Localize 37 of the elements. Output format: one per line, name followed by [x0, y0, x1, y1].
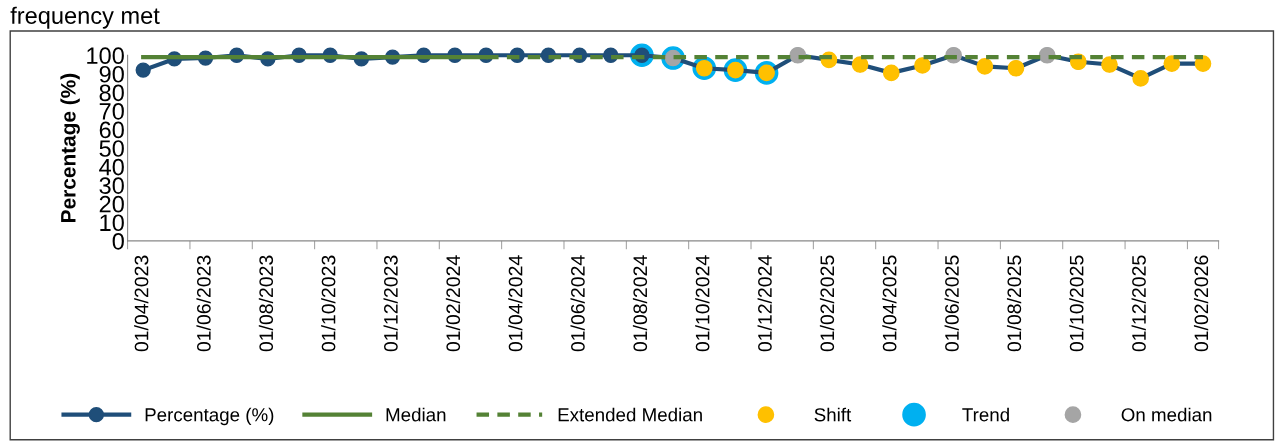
- y-tick-label: 30: [99, 177, 124, 194]
- legend-label: On median: [1121, 407, 1212, 422]
- y-tick-label: 60: [99, 121, 124, 139]
- y-tick-label: 50: [99, 140, 124, 157]
- legend-label: Median: [386, 407, 446, 422]
- y-tick-label: 90: [99, 65, 124, 83]
- x-tick-label: 01/04/2024: [508, 255, 523, 352]
- x-tick-label: 01/04/2023: [134, 255, 149, 352]
- legend-label: Shift: [814, 407, 852, 422]
- x-tick-label: 01/06/2025: [944, 255, 959, 352]
- x-tick-label: 01/08/2024: [632, 255, 648, 352]
- y-tick-label: 70: [99, 103, 124, 120]
- chart-title: frequency met: [10, 6, 160, 29]
- y-axis-title: Percentage (%): [60, 73, 80, 222]
- legend-label: Percentage (%): [145, 407, 274, 426]
- y-tick-label: 0: [112, 232, 124, 250]
- x-tick-label: 01/12/2023: [383, 255, 398, 352]
- legend-label: Trend: [962, 407, 1009, 422]
- y-tick-label: 40: [99, 158, 124, 176]
- x-tick-label: 01/08/2025: [1006, 255, 1022, 352]
- y-tick-label: 20: [99, 195, 124, 213]
- x-tick-label: 01/02/2026: [1193, 255, 1209, 352]
- legend-label: Extended Median: [558, 407, 702, 422]
- x-tick-label: 01/10/2025: [1069, 255, 1084, 352]
- x-tick-label: 01/04/2025: [882, 255, 897, 352]
- y-tick-label: 80: [99, 84, 124, 102]
- x-tick-label: 01/06/2023: [196, 255, 211, 352]
- x-tick-label: 01/02/2025: [819, 255, 835, 352]
- x-tick-label: 01/08/2023: [258, 255, 274, 352]
- y-tick-label: 100: [87, 47, 124, 65]
- x-tick-label: 01/10/2024: [695, 255, 710, 352]
- x-tick-label: 01/02/2024: [445, 255, 461, 352]
- x-tick-label: 01/10/2023: [321, 255, 336, 352]
- x-tick-label: 01/06/2024: [570, 255, 585, 352]
- x-tick-label: 01/12/2024: [757, 255, 772, 352]
- y-tick-label: 10: [100, 214, 124, 232]
- x-tick-label: 01/12/2025: [1131, 255, 1146, 352]
